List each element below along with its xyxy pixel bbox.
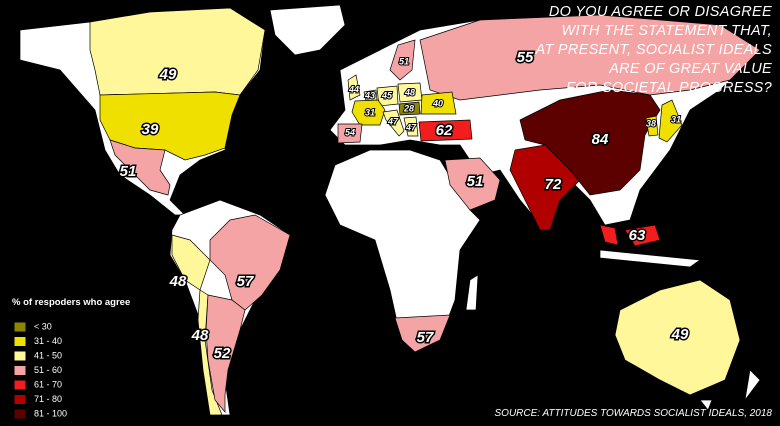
legend-label: 31 - 40 xyxy=(34,336,62,346)
legend-label: 41 - 50 xyxy=(34,350,62,360)
region xyxy=(394,314,451,353)
title-line: WITH THE STATEMENT THAT, xyxy=(562,23,772,39)
value-label: 39 xyxy=(142,121,159,138)
value-label: 48 xyxy=(169,273,187,290)
region xyxy=(347,74,361,101)
title-line: DO YOU AGREE OR DISAGREE xyxy=(549,4,772,20)
title-line: AT PRESENT, SOCIALIST IDEALS xyxy=(535,42,772,58)
value-label: 54 xyxy=(345,127,355,137)
legend: % of respoders who agree < 30 31 - 40 41 -… xyxy=(12,297,130,420)
value-label: 47 xyxy=(405,122,417,132)
value-label: 84 xyxy=(592,131,609,148)
value-label: 55 xyxy=(517,49,534,66)
legend-swatch xyxy=(13,365,27,376)
value-label: 63 xyxy=(629,227,646,244)
region xyxy=(403,116,419,137)
legend-label: 81 - 100 xyxy=(34,408,67,418)
region xyxy=(205,294,246,413)
region xyxy=(209,214,291,311)
region xyxy=(382,109,405,137)
region xyxy=(614,279,741,396)
legend-title: % of respoders who agree xyxy=(12,297,130,308)
value-label: 44 xyxy=(348,84,359,94)
value-label: 28 xyxy=(403,103,414,113)
region xyxy=(351,99,386,126)
region xyxy=(444,157,501,211)
value-label: 51 xyxy=(467,173,484,190)
region xyxy=(419,14,761,101)
value-label: 72 xyxy=(545,176,562,193)
madagascar xyxy=(465,274,479,311)
region xyxy=(624,224,661,247)
value-label: 43 xyxy=(364,90,375,100)
title-line: ARE OF GREAT VALUE xyxy=(608,61,772,77)
indonesia xyxy=(599,249,701,268)
region xyxy=(99,91,241,161)
value-label: 49 xyxy=(159,66,177,83)
region xyxy=(645,115,659,137)
legend-swatch xyxy=(13,394,27,405)
legend-swatch xyxy=(13,350,27,362)
region xyxy=(337,123,363,144)
new-zealand xyxy=(744,369,761,401)
value-label: 52 xyxy=(214,345,231,362)
value-label: 45 xyxy=(381,90,393,100)
region xyxy=(519,89,661,196)
value-label: 48 xyxy=(191,327,209,344)
tasmania xyxy=(699,399,713,411)
region xyxy=(599,224,619,246)
value-label: 51 xyxy=(399,56,409,66)
legend-swatch xyxy=(13,408,27,420)
region xyxy=(389,39,416,81)
value-label: 62 xyxy=(436,122,453,139)
value-label: 31 xyxy=(365,107,375,117)
value-label: 57 xyxy=(417,329,434,346)
value-label: 47 xyxy=(387,116,399,126)
region xyxy=(418,119,473,142)
value-label: 49 xyxy=(671,326,689,343)
value-label: 48 xyxy=(404,87,415,97)
legend-label: 51 - 60 xyxy=(34,365,62,375)
title: DO YOU AGREE OR DISAGREE WITH THE STATEM… xyxy=(535,4,773,96)
region xyxy=(89,7,266,96)
legend-swatch xyxy=(13,336,27,347)
greenland xyxy=(269,4,346,56)
value-label: 57 xyxy=(237,273,254,290)
source: SOURCE: ATTITUDES TOWARDS SOCIALIST IDEA… xyxy=(495,408,773,419)
regions xyxy=(89,7,761,416)
legend-label: 61 - 70 xyxy=(34,379,62,389)
region xyxy=(420,91,457,115)
value-label: 38 xyxy=(646,118,656,128)
legend-swatch xyxy=(13,321,27,333)
value-label: 31 xyxy=(671,114,681,124)
title-line: FOR SOCIETAL PROGRESS? xyxy=(566,80,773,96)
value-label: 51 xyxy=(120,163,137,180)
region xyxy=(109,139,171,196)
region xyxy=(398,101,421,116)
legend-swatch xyxy=(13,379,27,391)
legend-label: 71 - 80 xyxy=(34,394,62,404)
value-labels: 49 39 51 48 57 48 52 51 55 44 43 45 48 3… xyxy=(118,47,690,363)
legend-label: < 30 xyxy=(34,321,52,331)
value-label: 40 xyxy=(432,98,443,108)
region xyxy=(658,99,683,143)
